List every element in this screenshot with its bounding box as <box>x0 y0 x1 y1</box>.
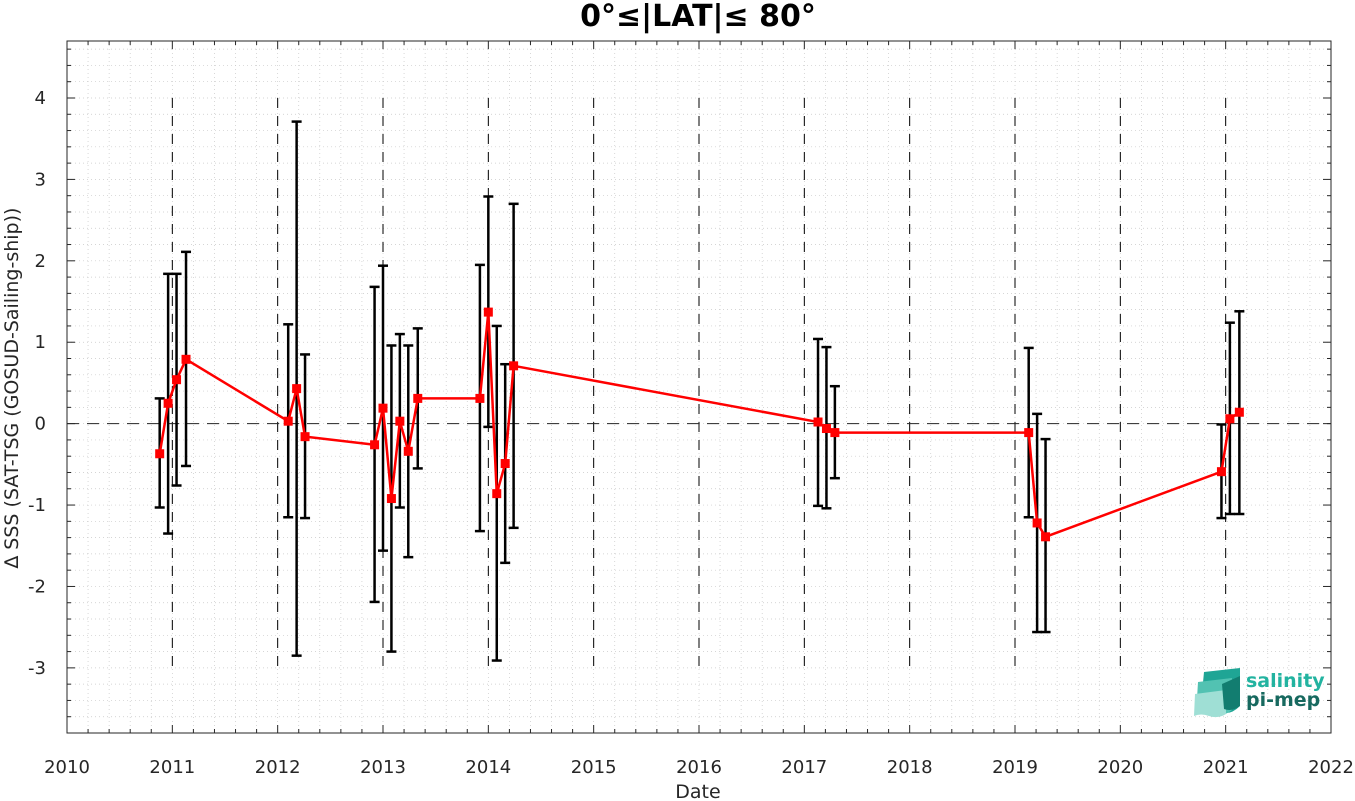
y-tick-label: -3 <box>28 658 46 679</box>
x-tick-labels: 2010 2011 2012 2013 2014 2015 2016 2017 2018 2019… <box>44 757 1354 778</box>
data-point <box>1032 518 1042 528</box>
axis-ticks <box>66 41 1332 734</box>
y-tick-label: 0 <box>35 414 46 435</box>
x-tick-label: 2017 <box>781 757 827 778</box>
x-tick-label: 2011 <box>149 757 195 778</box>
x-tick-label: 2015 <box>571 757 617 778</box>
x-tick-label: 2022 <box>1308 757 1354 778</box>
logo-line1: salinity <box>1246 670 1325 692</box>
data-point <box>292 384 302 394</box>
y-tick-label: 3 <box>35 169 46 190</box>
data-point <box>500 459 510 469</box>
data-point <box>1234 407 1244 417</box>
x-tick-label: 2020 <box>1097 757 1143 778</box>
x-tick-label: 2010 <box>44 757 90 778</box>
y-tick-label: 4 <box>35 88 46 109</box>
data-point <box>821 424 831 434</box>
data-point <box>1024 428 1034 438</box>
x-tick-label: 2014 <box>465 757 511 778</box>
data-point <box>830 428 840 438</box>
data-point <box>403 446 413 456</box>
data-point <box>509 361 519 371</box>
salinity-pimep-logo: salinity pi-mep <box>1194 668 1325 718</box>
data-point <box>155 449 165 459</box>
data-point <box>483 307 493 317</box>
data-point <box>172 375 182 385</box>
data-point <box>181 354 191 364</box>
logo-line2: pi-mep <box>1246 689 1320 711</box>
data-points <box>155 307 1244 542</box>
chart-title: 0°≤|LAT|≤ 80° <box>580 0 816 34</box>
x-tick-label: 2012 <box>255 757 301 778</box>
data-point <box>1225 414 1235 424</box>
x-tick-label: 2021 <box>1203 757 1249 778</box>
x-tick-label: 2016 <box>676 757 722 778</box>
data-point <box>475 393 485 403</box>
data-point <box>395 416 405 426</box>
data-point <box>300 432 310 442</box>
y-tick-labels: -3 -2 -1 0 1 2 3 4 <box>28 88 46 679</box>
wave-logo-icon <box>1194 668 1240 718</box>
data-point <box>283 416 293 426</box>
y-tick-label: -1 <box>28 495 46 516</box>
data-point <box>378 403 388 413</box>
data-point <box>813 417 823 427</box>
y-tick-label: 2 <box>35 251 46 272</box>
x-tick-label: 2018 <box>887 757 933 778</box>
y-tick-label: 1 <box>35 332 46 353</box>
y-axis-label: ∆ SSS (SAT-TSG (GOSUD-Sailing-ship)) <box>1 208 23 570</box>
x-tick-label: 2019 <box>992 757 1038 778</box>
x-axis-label: Date <box>675 781 720 801</box>
data-point <box>492 489 502 499</box>
data-point <box>163 398 173 408</box>
data-point <box>413 393 423 403</box>
data-point <box>1041 532 1051 542</box>
data-point <box>1216 467 1226 477</box>
y-tick-label: -2 <box>28 576 46 597</box>
year-markers <box>171 97 1227 668</box>
x-tick-label: 2013 <box>360 757 406 778</box>
data-point <box>386 494 396 504</box>
data-point <box>370 440 380 450</box>
